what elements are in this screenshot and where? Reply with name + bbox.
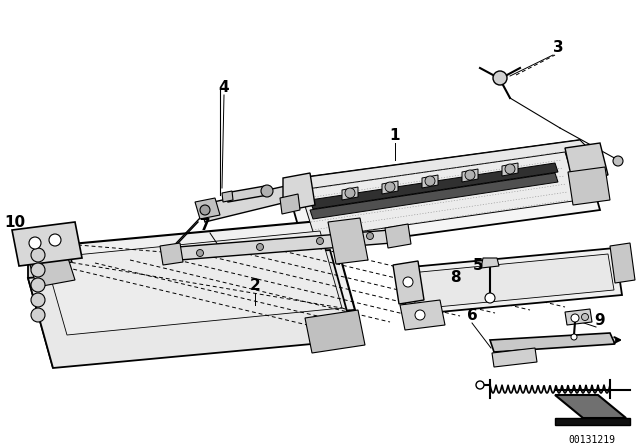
Circle shape	[485, 293, 495, 303]
Text: 3: 3	[553, 39, 563, 55]
Text: 5: 5	[473, 258, 483, 272]
Polygon shape	[160, 243, 183, 265]
Polygon shape	[200, 185, 295, 222]
Polygon shape	[555, 395, 626, 418]
Polygon shape	[328, 218, 368, 264]
Circle shape	[367, 233, 374, 240]
Polygon shape	[12, 222, 82, 266]
Polygon shape	[28, 242, 72, 268]
Polygon shape	[492, 348, 537, 367]
Text: 2: 2	[250, 277, 260, 293]
Circle shape	[31, 293, 45, 307]
Polygon shape	[462, 169, 478, 182]
Polygon shape	[410, 254, 614, 309]
Circle shape	[425, 176, 435, 186]
Circle shape	[571, 334, 577, 340]
Polygon shape	[422, 175, 438, 188]
Polygon shape	[285, 140, 595, 195]
Polygon shape	[555, 418, 630, 425]
Polygon shape	[28, 248, 53, 368]
Polygon shape	[28, 220, 355, 338]
Polygon shape	[400, 248, 622, 315]
Circle shape	[403, 277, 413, 287]
Polygon shape	[285, 140, 600, 250]
Circle shape	[49, 234, 61, 246]
Polygon shape	[280, 194, 300, 214]
Text: 10: 10	[4, 215, 26, 229]
Circle shape	[493, 71, 507, 85]
Polygon shape	[393, 261, 424, 304]
Polygon shape	[490, 333, 615, 352]
Circle shape	[582, 314, 589, 320]
Polygon shape	[30, 258, 75, 287]
Circle shape	[505, 164, 515, 174]
Circle shape	[257, 244, 264, 250]
Text: 1: 1	[390, 128, 400, 142]
Circle shape	[345, 188, 355, 198]
Polygon shape	[165, 230, 392, 261]
Circle shape	[200, 205, 210, 215]
Text: 8: 8	[450, 270, 460, 284]
Polygon shape	[222, 191, 233, 202]
Polygon shape	[195, 198, 220, 219]
Text: 00131219: 00131219	[568, 435, 616, 445]
Polygon shape	[225, 186, 268, 202]
Circle shape	[196, 250, 204, 257]
Polygon shape	[565, 309, 592, 325]
Polygon shape	[565, 143, 608, 180]
Polygon shape	[610, 243, 635, 283]
Circle shape	[31, 308, 45, 322]
Circle shape	[415, 310, 425, 320]
Circle shape	[164, 254, 172, 262]
Text: 7: 7	[200, 217, 211, 233]
Polygon shape	[310, 173, 558, 219]
Circle shape	[31, 263, 45, 277]
Circle shape	[613, 156, 623, 166]
Polygon shape	[300, 152, 580, 238]
Circle shape	[29, 237, 41, 249]
Circle shape	[31, 248, 45, 262]
Circle shape	[465, 170, 475, 180]
Polygon shape	[481, 258, 499, 268]
Polygon shape	[45, 231, 342, 335]
Polygon shape	[502, 163, 518, 176]
Polygon shape	[342, 187, 358, 200]
Polygon shape	[568, 167, 610, 205]
Circle shape	[261, 185, 273, 197]
Text: 6: 6	[467, 307, 477, 323]
Circle shape	[571, 314, 579, 322]
Polygon shape	[28, 250, 355, 368]
Polygon shape	[305, 310, 365, 353]
Polygon shape	[400, 300, 445, 330]
Text: 9: 9	[595, 313, 605, 327]
Text: 4: 4	[219, 79, 229, 95]
Polygon shape	[385, 224, 411, 248]
Polygon shape	[382, 181, 398, 194]
Polygon shape	[283, 173, 315, 210]
Circle shape	[31, 278, 45, 292]
Polygon shape	[310, 163, 558, 209]
Circle shape	[385, 182, 395, 192]
Circle shape	[317, 237, 323, 245]
Circle shape	[476, 381, 484, 389]
